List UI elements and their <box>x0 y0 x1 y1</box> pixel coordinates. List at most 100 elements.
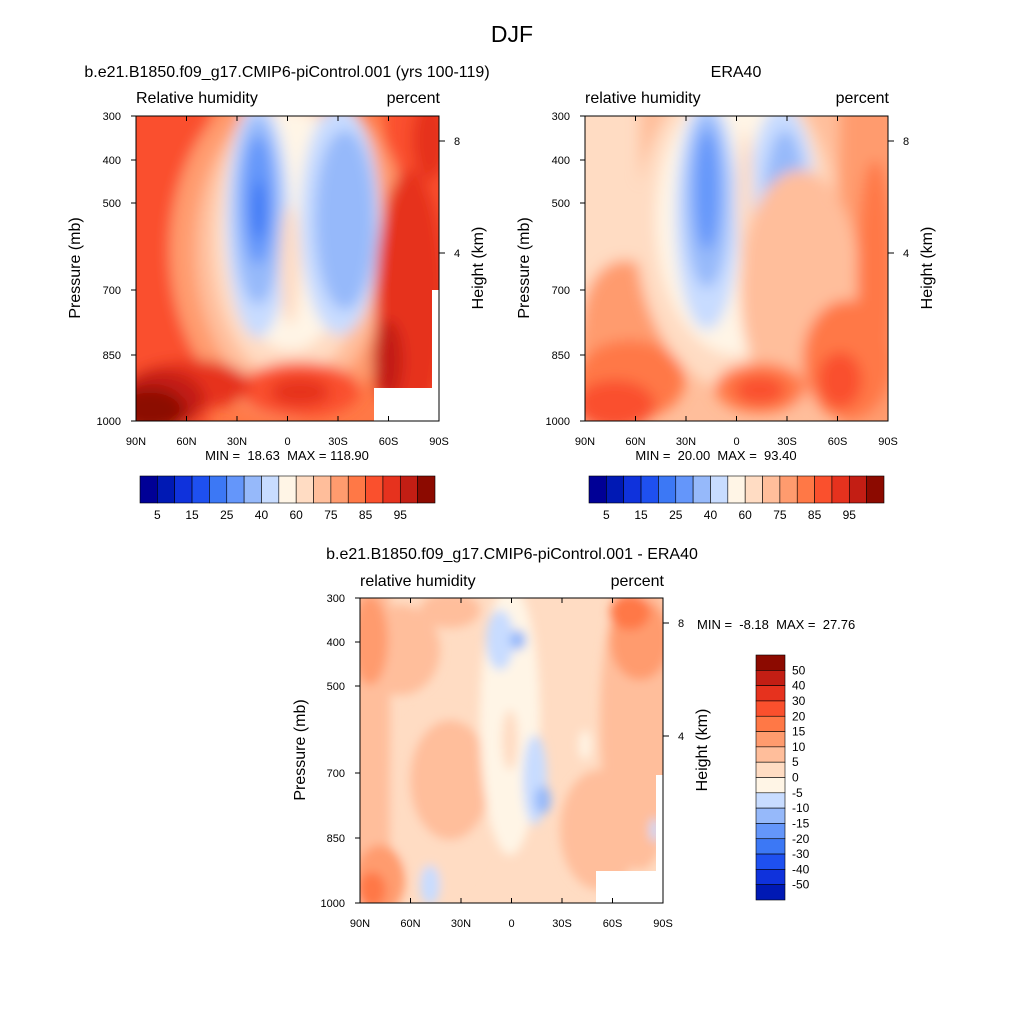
y-axis-height: 8 4 Height (km) <box>663 618 711 791</box>
colorbar-label: 15 <box>792 725 806 739</box>
panel-difference: b.e21.B1850.f09_g17.CMIP6-piControl.001 … <box>292 546 855 930</box>
colorbar-swatch <box>710 475 729 504</box>
panel-title: b.e21.B1850.f09_g17.CMIP6-piControl.001 … <box>326 546 698 563</box>
contour-band <box>420 865 440 903</box>
height-axis-label: Height (km) <box>694 709 711 792</box>
height-ticks <box>663 622 669 737</box>
x-tick-label: 90S <box>653 918 673 930</box>
x-ticks <box>135 116 440 421</box>
y-tick-label: 500 <box>103 198 121 210</box>
colorbar-label: 75 <box>324 508 338 522</box>
colorbar-swatch <box>623 475 642 504</box>
colorbar-swatch <box>675 475 694 504</box>
contour-band <box>410 720 490 840</box>
min-max-stats: MIN = 18.63 MAX = 118.90 <box>205 448 369 463</box>
contour-band <box>373 320 403 400</box>
colorbar-swatch <box>139 475 158 504</box>
y-axis-pressure: 300 400 500 700 850 1000 Pressure (mb) <box>516 111 585 428</box>
y-axis-label: Pressure (mb) <box>516 217 533 318</box>
colorbar-label: 60 <box>738 508 752 522</box>
contour-band <box>270 378 330 406</box>
colorbar: 5 15 25 40 60 75 85 95 <box>139 475 436 522</box>
y-tick-label: 300 <box>552 111 570 123</box>
height-tick-label: 4 <box>903 248 909 260</box>
y-tick-label: 500 <box>552 198 570 210</box>
y-tick-label: 700 <box>103 285 121 297</box>
contour-band <box>610 598 650 630</box>
y-tick-label: 700 <box>552 285 570 297</box>
colorbar-label: 75 <box>773 508 787 522</box>
colorbar-label: 40 <box>704 508 718 522</box>
colorbar-swatch <box>658 475 677 504</box>
height-tick-label: 8 <box>678 618 684 630</box>
contour-band <box>280 205 300 325</box>
contour-band <box>695 130 719 250</box>
y-tick-label: 850 <box>103 350 121 362</box>
contour-band <box>420 598 480 628</box>
colorbar-swatch <box>796 475 815 504</box>
x-tick-label: 60S <box>379 436 399 448</box>
panel-left-string: relative humidity <box>360 573 476 590</box>
height-ticks <box>888 140 894 254</box>
height-tick-label: 4 <box>678 731 684 743</box>
missing-region <box>432 290 439 390</box>
y-ticks <box>580 115 585 422</box>
colorbar-swatch <box>755 746 786 763</box>
missing-region <box>374 388 439 421</box>
colorbar-label: 0 <box>792 771 799 785</box>
colorbar-label: 25 <box>669 508 683 522</box>
x-tick-label: 60N <box>400 918 420 930</box>
colorbar-label: -40 <box>792 862 810 876</box>
colorbar-swatch <box>261 475 280 504</box>
colorbar-label: -30 <box>792 847 810 861</box>
colorbar-swatch <box>755 715 786 732</box>
colorbar-swatch <box>866 475 885 504</box>
y-tick-label: 400 <box>327 637 345 649</box>
colorbar-swatch <box>417 475 436 504</box>
colorbar-label: 85 <box>808 508 822 522</box>
height-tick-label: 8 <box>903 136 909 148</box>
colorbar-swatch <box>755 869 786 885</box>
contour-band <box>360 598 388 685</box>
colorbar-label: -50 <box>792 878 810 892</box>
contour-band <box>136 388 185 421</box>
x-tick-label: 90S <box>429 436 449 448</box>
colorbar-swatch <box>209 475 228 504</box>
colorbar-label: 20 <box>792 709 806 723</box>
x-tick-label: 30N <box>676 436 696 448</box>
y-axis-pressure: 300 400 500 700 850 1000 Pressure (mb) <box>67 111 136 428</box>
colorbar-swatch <box>755 777 786 794</box>
colorbar-swatch <box>755 807 786 824</box>
missing-region <box>656 775 663 875</box>
contour-band <box>502 710 518 770</box>
colorbar-swatch <box>382 475 401 504</box>
x-tick-label: 60S <box>828 436 848 448</box>
y-tick-label: 850 <box>327 833 345 845</box>
contour-band <box>579 730 591 760</box>
x-tick-label: 30S <box>777 436 797 448</box>
colorbar-swatch <box>755 670 786 686</box>
panel-model: b.e21.B1850.f09_g17.CMIP6-piControl.001 … <box>67 64 490 522</box>
colorbar-swatch <box>831 475 850 504</box>
contour-band <box>735 376 785 404</box>
y-tick-label: 1000 <box>546 416 570 428</box>
panel-left-string: Relative humidity <box>136 90 258 107</box>
figure-title: DJF <box>491 21 533 47</box>
contour-band <box>585 380 655 421</box>
contour-band <box>818 352 862 408</box>
x-axis: 90N 60N 30N 0 30S 60S 90S <box>575 116 898 448</box>
min-max-stats: MIN = -8.18 MAX = 27.76 <box>697 617 855 632</box>
colorbar-label: 85 <box>359 508 373 522</box>
colorbar-label: 5 <box>154 508 161 522</box>
colorbar-swatch <box>762 475 781 504</box>
x-tick-label: 30N <box>227 436 247 448</box>
colorbar-swatch <box>588 475 607 504</box>
colorbar-swatch <box>779 475 798 504</box>
panel-right-string: percent <box>387 90 441 107</box>
colorbar-swatch <box>755 700 786 717</box>
colorbar-label: 40 <box>792 679 806 693</box>
y-axis-height: 8 4 Height (km) <box>439 136 487 309</box>
colorbar-swatch <box>365 475 384 504</box>
